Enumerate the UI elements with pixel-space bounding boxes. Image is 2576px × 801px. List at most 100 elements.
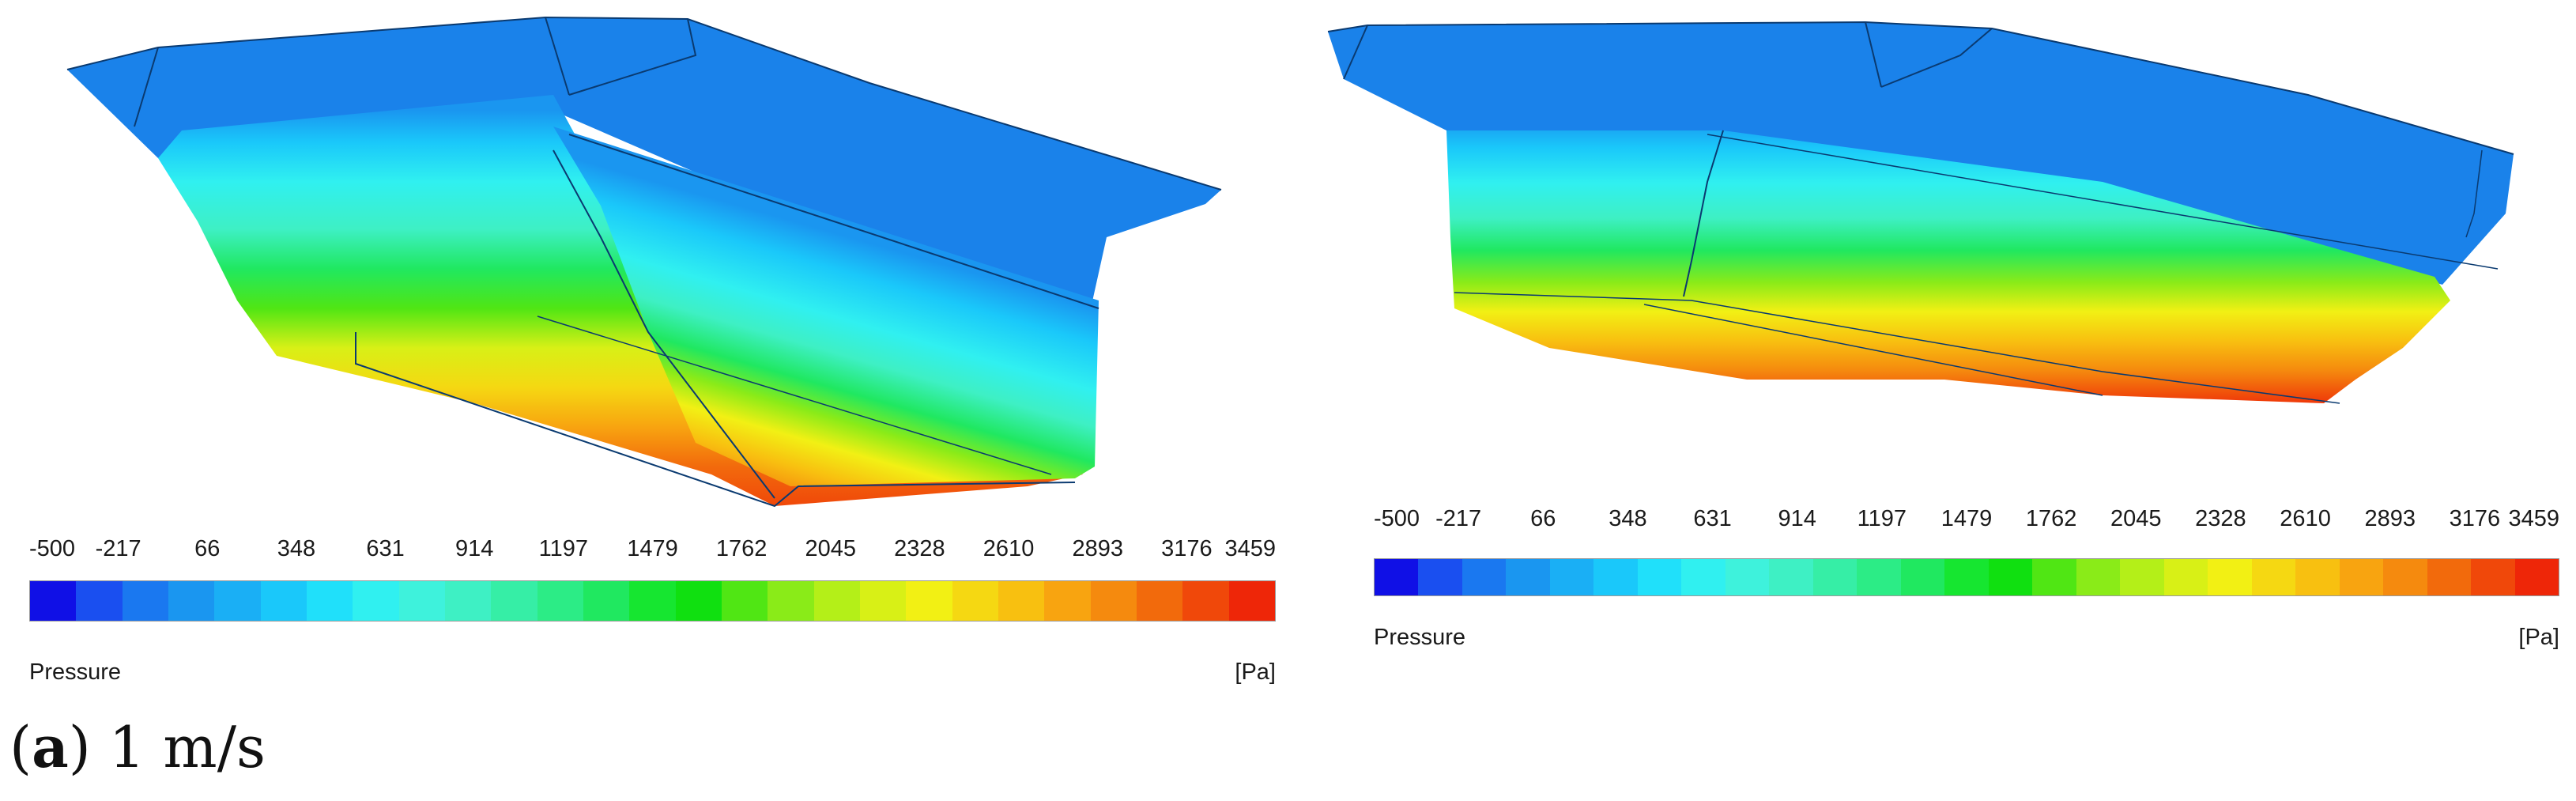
colorbar-swatch [1681, 559, 1726, 595]
colorbar-tick-label: 3459 [2508, 506, 2559, 531]
colorbar-tick-label: 2045 [805, 536, 857, 561]
colorbar-tick-label: 2893 [2364, 506, 2416, 531]
colorbar-swatch [1944, 559, 1989, 595]
colorbar-swatch [2208, 559, 2252, 595]
colorbar-swatch [168, 581, 215, 621]
colorbar-swatch [583, 581, 630, 621]
colorbar-swatch [629, 581, 676, 621]
colorbar-tick-label: 3459 [1224, 536, 1276, 561]
colorbar-swatch [1812, 559, 1858, 595]
colorbar-swatch [1182, 581, 1229, 621]
colorbar-swatch [1725, 559, 1770, 595]
colorbar-swatch [1857, 559, 1901, 595]
colorbar-swatch [1988, 559, 2033, 595]
colorbar-swatch [2076, 559, 2121, 595]
colorbar-right: -500 -217 66 348 631 914 1197 1479 1762 2045 2328 2… [1374, 506, 2559, 656]
colorbar-tick-label: 631 [366, 536, 405, 561]
colorbar-swatch [260, 581, 307, 621]
colorbar-tick-label: -217 [95, 536, 141, 561]
colorbar-swatch [952, 581, 998, 621]
colorbar-swatch [537, 581, 583, 621]
colorbar-swatch [1461, 559, 1507, 595]
colorbar-tick-label: 631 [1693, 506, 1732, 531]
colorbar-swatch [1228, 581, 1275, 621]
colorbar-swatch [491, 581, 537, 621]
colorbar-swatch [2383, 559, 2427, 595]
colorbar-swatch [398, 581, 445, 621]
colorbar-tick-label: 3176 [1161, 536, 1213, 561]
colorbar-tick-label: 1479 [627, 536, 678, 561]
colorbar-swatch [2514, 559, 2559, 595]
colorbar-tick-label: 1479 [1940, 506, 1993, 531]
colorbar-swatch [2163, 559, 2208, 595]
colorbar-swatch [768, 581, 814, 621]
colorbar-swatch [1506, 559, 1550, 595]
colorbar-swatch [675, 581, 722, 621]
colorbar-tick-label: -500 [29, 536, 76, 561]
colorbar-swatch [1375, 559, 1419, 595]
colorbar-swatch [906, 581, 952, 621]
colorbar-swatch [2339, 559, 2384, 595]
colorbar-swatch [122, 581, 168, 621]
colorbar-title: Pressure [1374, 625, 1466, 650]
colorbar-swatch [1900, 559, 1945, 595]
colorbar-title: Pressure [29, 659, 122, 685]
colorbar-tick-label: 914 [455, 536, 494, 561]
colorbar-swatch [859, 581, 907, 621]
colorbar-tick-label: 2045 [2110, 506, 2162, 531]
colorbar-swatch [214, 581, 261, 621]
colorbar-tick-label: -217 [1435, 506, 1482, 531]
colorbar-swatch [2427, 559, 2472, 595]
colorbar-tick-label: 2328 [2195, 506, 2246, 531]
colorbar-tick-label: 1197 [538, 536, 589, 561]
colorbar-swatch [1418, 559, 1462, 595]
colorbar-tick-label: 2610 [983, 536, 1035, 561]
colorbar-swatch [1549, 559, 1594, 595]
colorbar-unit: [Pa] [2518, 625, 2559, 650]
colorbar-tick-label: 66 [194, 536, 221, 561]
colorbar-swatch [76, 581, 123, 621]
colorbar-swatch [30, 581, 77, 621]
colorbar-swatch [2120, 559, 2164, 595]
colorbar-tick-label: 348 [1609, 506, 1647, 531]
colorbar-swatch [1044, 581, 1091, 621]
colorbar-tick-label: 914 [1778, 506, 1816, 531]
hull-pressure-contour-left [66, 16, 1222, 508]
colorbar-swatch [306, 581, 353, 621]
colorbar-tick-label: 348 [277, 536, 316, 561]
colorbar-swatch [1090, 581, 1137, 621]
colorbar-swatch [1637, 559, 1682, 595]
colorbar-tick-label: 1197 [1857, 506, 1907, 531]
colorbar-tick-label: 66 [1530, 506, 1556, 531]
colorbar-tick-label: 2610 [2280, 506, 2331, 531]
colorbar-swatch [1769, 559, 1813, 595]
colorbar-tick-label: -500 [1374, 506, 1420, 531]
colorbar-swatch [444, 581, 492, 621]
colorbar-scale [29, 580, 1276, 622]
colorbar-swatch [2032, 559, 2076, 595]
colorbar-swatch [1136, 581, 1183, 621]
colorbar-swatch [2295, 559, 2340, 595]
colorbar-swatch [353, 581, 399, 621]
contour-panel-right: -500 -217 66 348 631 914 1197 1479 1762 2045 2328 2… [1312, 0, 2576, 688]
colorbar-left: -500 -217 66 348 631 914 1197 1479 1762 2045 2328 2… [29, 536, 1276, 686]
colorbar-tick-label: 3176 [2449, 506, 2501, 531]
colorbar-swatch [813, 581, 860, 621]
colorbar-swatch [2251, 559, 2296, 595]
figure-caption: (a) 1 m/s [9, 713, 266, 780]
colorbar-tick-label: 1762 [2025, 506, 2077, 531]
colorbar-tick-label: 2893 [1072, 536, 1123, 561]
colorbar-swatch [2471, 559, 2515, 595]
colorbar-ticks: -500 -217 66 348 631 914 1197 1479 1762 2045 2328 2… [1374, 506, 2559, 538]
colorbar-swatch [721, 581, 768, 621]
hull-pressure-contour-right [1327, 21, 2514, 404]
colorbar-tick-label: 1762 [715, 536, 768, 561]
colorbar-ticks: -500 -217 66 348 631 914 1197 1479 1762 2045 2328 2… [29, 536, 1276, 568]
colorbar-scale [1374, 558, 2559, 596]
colorbar-swatch [998, 581, 1045, 621]
colorbar-swatch [1593, 559, 1638, 595]
caption-text: 1 m/s [90, 714, 266, 780]
colorbar-tick-label: 2328 [894, 536, 945, 561]
caption-letter: a [32, 713, 69, 780]
contour-panel-left: -500 -217 66 348 631 914 1197 1479 1762 2045 2328 2… [0, 0, 1288, 688]
